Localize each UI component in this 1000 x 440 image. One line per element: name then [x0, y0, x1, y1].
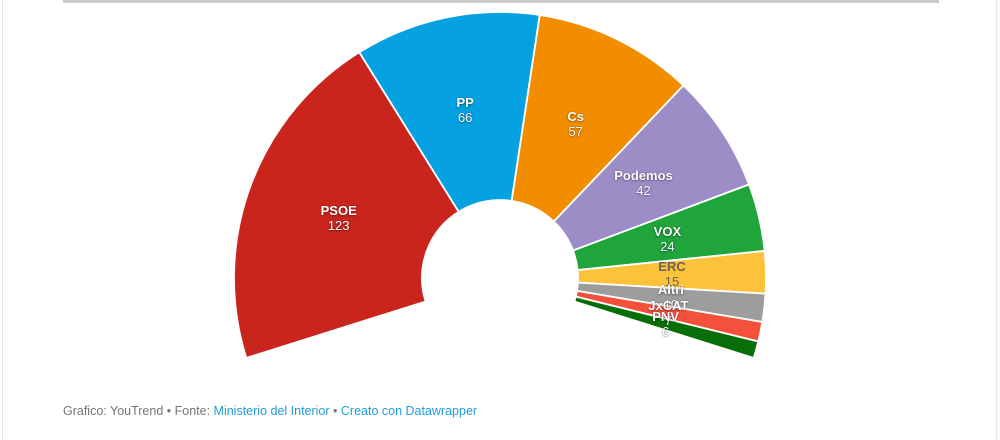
slice-psoe[interactable]: [233, 51, 460, 360]
slice-pnv[interactable]: [573, 295, 760, 360]
attribution-separator: •: [329, 404, 341, 418]
datawrapper-link[interactable]: Creato con Datawrapper: [340, 404, 478, 418]
slice-cs[interactable]: [510, 13, 685, 223]
slice-pp[interactable]: [358, 11, 541, 214]
attribution-text: Grafico: YouTrend • Fonte:: [63, 404, 214, 418]
parliament-donut-svg: [233, 11, 767, 360]
embed-top-bar: [63, 0, 939, 3]
right-border-line: [996, 0, 997, 440]
parliament-chart: PSOE 123 PP 66 Cs 57 Podemos 42 VOX 24 ERC 15 Altri 1…: [233, 11, 767, 360]
attribution: Grafico: YouTrend • Fonte: Ministerio de…: [63, 404, 477, 418]
left-border-line: [2, 0, 3, 440]
source-link[interactable]: Ministerio del Interior: [213, 404, 330, 418]
